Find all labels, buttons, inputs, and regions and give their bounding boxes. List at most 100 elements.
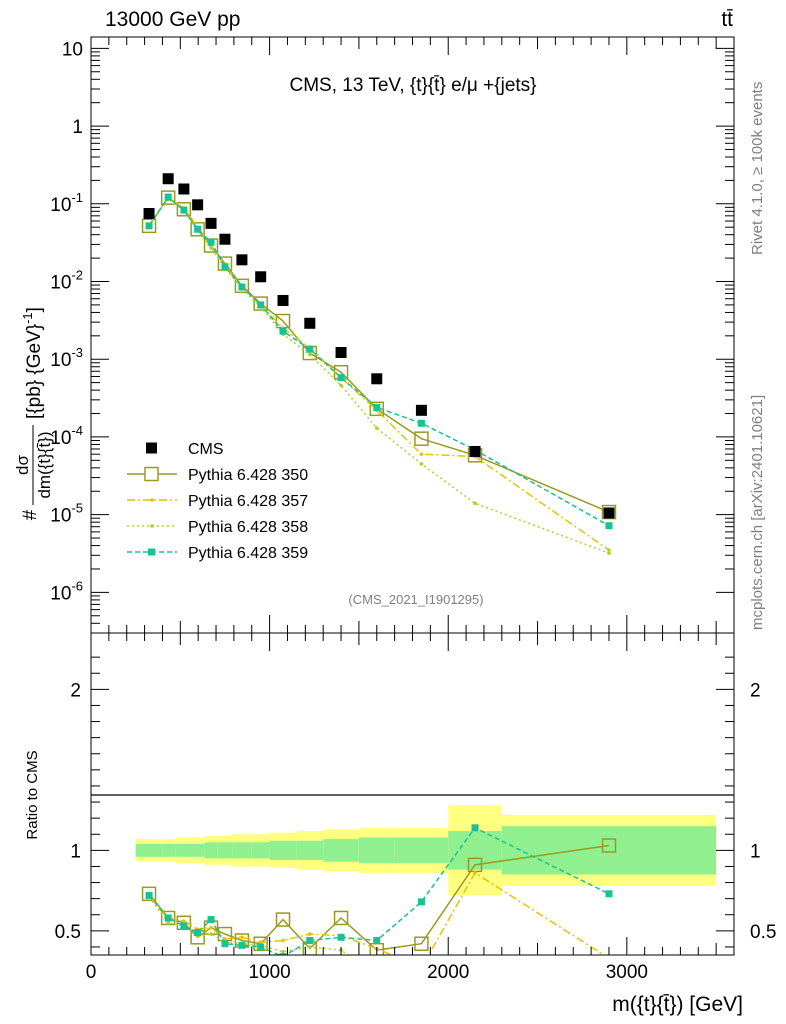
series-point bbox=[209, 246, 213, 250]
data-point bbox=[304, 317, 316, 329]
data-point bbox=[603, 507, 615, 519]
band-green bbox=[501, 826, 717, 875]
series-point bbox=[180, 206, 188, 214]
ratio-series-point bbox=[281, 938, 285, 943]
ratio-series-point bbox=[307, 945, 312, 949]
ratio-series-point bbox=[281, 949, 285, 954]
ratio-series-point bbox=[223, 937, 227, 941]
series-point bbox=[337, 374, 345, 382]
series-point bbox=[419, 452, 424, 456]
legend-marker bbox=[144, 466, 159, 482]
legend-item: Pythia 6.428 357 bbox=[127, 493, 308, 510]
y-tick-label-exponent: -4 bbox=[71, 423, 83, 438]
band-green bbox=[269, 840, 297, 861]
ratio-y-tick-label-right: 2 bbox=[750, 680, 761, 701]
y-label-suffix: [{pb} {GeV}-1] bbox=[20, 307, 45, 419]
legend-marker bbox=[150, 524, 154, 528]
ratio-series-point bbox=[257, 943, 265, 951]
ratio-series-point bbox=[601, 838, 617, 853]
band-green bbox=[175, 843, 192, 857]
y-tick-label-base: 10 bbox=[50, 350, 71, 371]
y-tick-label-base: 10 bbox=[50, 583, 71, 604]
analysis-id: (CMS_2021_I1901295) bbox=[348, 592, 483, 607]
x-tick-label: 3000 bbox=[606, 962, 648, 983]
legend-label: Pythia 6.428 359 bbox=[188, 545, 308, 562]
legend-label: Pythia 6.428 358 bbox=[188, 519, 308, 536]
data-point bbox=[143, 207, 155, 219]
mcplots-label: mcplots.cern.ch [arXiv:2401.10621] bbox=[749, 395, 766, 630]
x-axis-label: m({t}{t̄}) [GeV] bbox=[612, 993, 743, 1016]
ratio-uncertainty-bands bbox=[135, 805, 717, 896]
ratio-series-point bbox=[307, 932, 312, 936]
ratio-y-tick-label: 0.5 bbox=[55, 922, 81, 943]
band-green bbox=[323, 839, 359, 862]
ratio-series-point bbox=[141, 886, 157, 902]
ratio-series-point bbox=[473, 871, 477, 875]
ratio-series-point bbox=[373, 937, 381, 945]
ratio-series-point bbox=[607, 956, 611, 960]
series-point bbox=[176, 202, 192, 217]
legend-marker bbox=[148, 548, 155, 556]
ratio-y-tick-label-right: 0.5 bbox=[750, 922, 776, 943]
ratio-series-point bbox=[209, 932, 213, 936]
y-tick-label: 10-5 bbox=[50, 501, 83, 527]
y-tick-label-exponent: -3 bbox=[71, 345, 83, 360]
ratio-panel: 0.5 0.5 1 1 2 2 0 1000 2000 3000 Ratio to CMS m(… bbox=[24, 632, 776, 1016]
series-point bbox=[257, 301, 265, 309]
data-point bbox=[219, 233, 231, 245]
band-green bbox=[358, 837, 395, 864]
ratio-series-layer bbox=[141, 824, 617, 981]
main-frame bbox=[90, 36, 735, 634]
band-green bbox=[251, 842, 270, 859]
series-point bbox=[607, 551, 611, 555]
ratio-y-tick-label-right: 1 bbox=[750, 841, 761, 862]
legend-item: Pythia 6.428 359 bbox=[127, 545, 308, 562]
band-green bbox=[217, 842, 233, 859]
ratio-series-point bbox=[414, 936, 429, 951]
series-point bbox=[234, 278, 250, 294]
y-tick-label: 10-3 bbox=[50, 345, 83, 371]
series-point bbox=[369, 401, 385, 417]
main-x-ticks bbox=[90, 37, 717, 633]
series-point bbox=[221, 263, 229, 271]
process-label: tt̄ bbox=[721, 8, 733, 31]
ratio-series-point bbox=[238, 941, 246, 949]
ratio-series-point bbox=[605, 890, 613, 898]
series-point bbox=[339, 383, 343, 388]
rivet-version-label: Rivet 4.1.0, ≥ 100k events bbox=[749, 82, 766, 255]
y-tick-label-exponent: -5 bbox=[71, 501, 83, 516]
legend-marker bbox=[146, 442, 157, 454]
y-tick-label-base: 10 bbox=[50, 506, 71, 527]
series-point bbox=[207, 238, 215, 246]
y-tick-label-exponent: -1 bbox=[71, 190, 83, 205]
data-point bbox=[415, 404, 427, 416]
ratio-series-point bbox=[420, 977, 424, 981]
y-tick-label-base: 10 bbox=[50, 273, 71, 294]
data-point bbox=[277, 294, 289, 306]
y-tick-label: 1 bbox=[72, 117, 83, 138]
y-tick-label: 10-2 bbox=[50, 268, 83, 294]
ratio-x-axis: 0 1000 2000 3000 bbox=[86, 633, 717, 983]
legend-label: Pythia 6.428 350 bbox=[188, 467, 308, 484]
data-point bbox=[255, 271, 267, 283]
legend-item: Pythia 6.428 358 bbox=[127, 519, 308, 536]
y-label-denominator: dm({t}{t̄}) bbox=[35, 431, 54, 498]
series-point bbox=[160, 190, 176, 205]
ratio-y-axis: 0.5 0.5 1 1 2 2 bbox=[55, 656, 776, 948]
main-series-layer bbox=[141, 173, 617, 555]
ratio-series-point bbox=[306, 937, 314, 945]
series-point bbox=[279, 327, 287, 335]
ratio-series-point bbox=[473, 976, 477, 980]
series-point bbox=[306, 345, 314, 353]
series-point bbox=[373, 403, 381, 411]
series-point bbox=[414, 431, 429, 446]
legend-marker bbox=[150, 498, 154, 502]
main-y-axis-label: # dσ dm({t}{t̄}) [{pb} {GeV}-1] bbox=[13, 307, 54, 520]
series-point bbox=[419, 462, 424, 466]
ratio-series-point bbox=[207, 916, 215, 924]
legend-label: CMS bbox=[188, 441, 224, 458]
series-point bbox=[605, 522, 613, 530]
ratio-series-point bbox=[375, 973, 379, 977]
data-point bbox=[236, 254, 248, 266]
